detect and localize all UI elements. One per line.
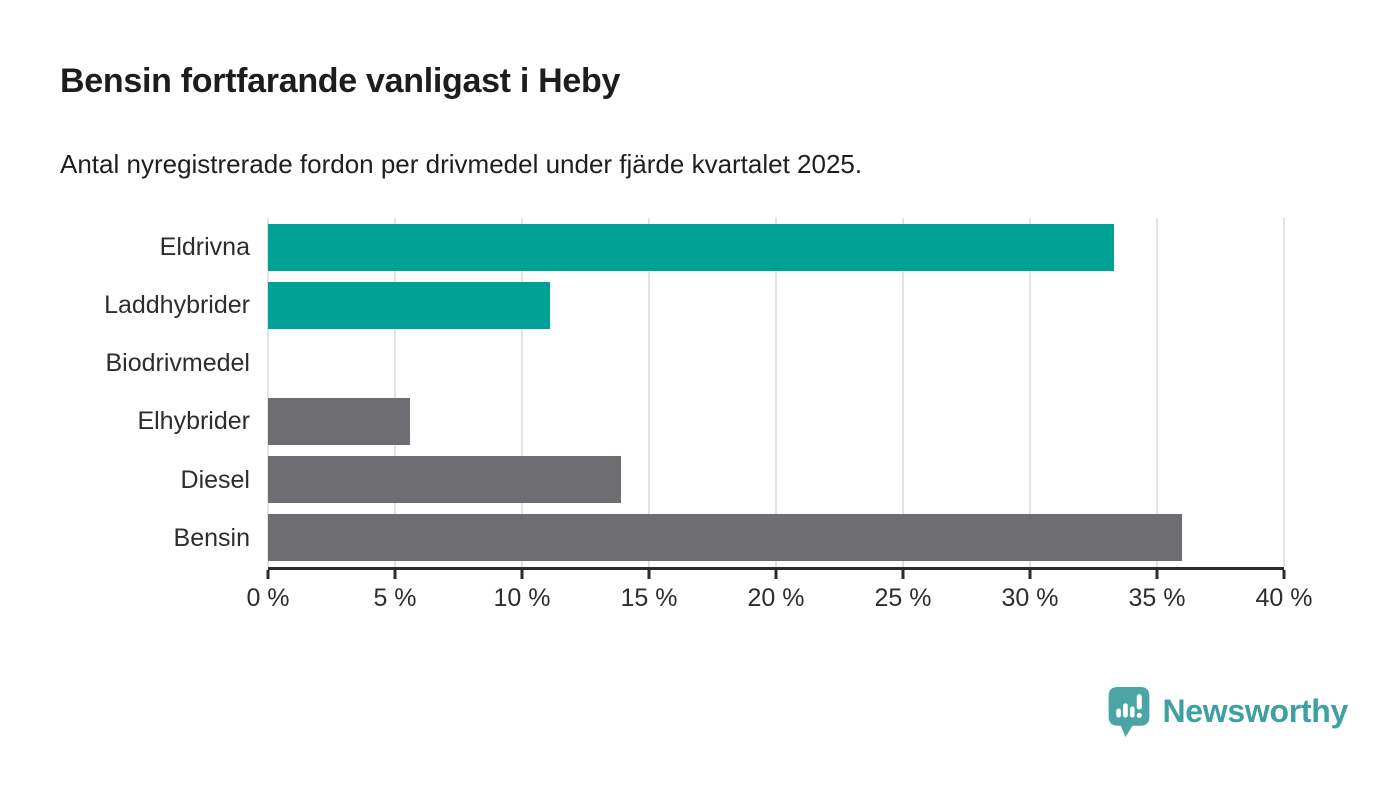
category-label: Bensin <box>173 523 250 552</box>
x-axis-tick-label: 20 % <box>747 584 805 612</box>
x-axis-tick-label: 25 % <box>874 584 932 612</box>
category-axis: Eldrivna Laddhybrider Biodrivmedel Elhybrid… <box>0 218 250 567</box>
gridline <box>267 218 269 567</box>
bar <box>268 223 1114 271</box>
bar <box>268 456 622 504</box>
category-label: Laddhybrider <box>104 291 250 320</box>
category-label: Biodrivmedel <box>105 349 250 378</box>
chart-subtitle: Antal nyregistrerade fordon per drivmede… <box>60 149 863 179</box>
bar <box>268 281 550 329</box>
x-axis-tick-label: 5 % <box>373 584 417 612</box>
gridline <box>1156 218 1158 567</box>
brand-name: Newsworthy <box>1162 693 1349 729</box>
category-label: Diesel <box>180 465 250 494</box>
category-label: Eldrivna <box>159 233 250 261</box>
x-axis-tick <box>647 570 651 579</box>
brand-footer: Newsworthy <box>1106 685 1349 738</box>
x-axis-tick <box>266 570 270 579</box>
gridline <box>648 218 650 567</box>
x-axis-tick-label: 15 % <box>620 584 678 612</box>
x-axis-tick-label: 40 % <box>1255 584 1313 612</box>
gridline <box>1283 218 1285 567</box>
bar <box>268 398 411 446</box>
x-axis-tick <box>901 570 905 579</box>
x-axis-tick <box>1282 570 1286 579</box>
gridline <box>521 218 523 567</box>
chart-title: Bensin fortfarande vanligast i Heby <box>60 62 621 100</box>
x-axis-tick <box>393 570 397 579</box>
gridline <box>1029 218 1031 567</box>
x-axis-tick <box>520 570 524 579</box>
gridline <box>775 218 777 567</box>
x-axis-tick <box>774 570 778 579</box>
x-axis-tick-label: 0 % <box>246 584 290 612</box>
category-label: Elhybrider <box>137 407 250 436</box>
x-axis-tick <box>1028 570 1032 579</box>
gridline <box>394 218 396 567</box>
bar <box>268 514 1183 562</box>
x-axis-tick-label: 10 % <box>493 584 551 612</box>
x-axis-tick <box>1155 570 1159 579</box>
plot-area: 0 % 5 % 10 % 15 % 20 % 25 % 30 % 35 % 40 % <box>246 218 1312 612</box>
bar-chart: Eldrivna Laddhybrider Biodrivmedel Elhybrid… <box>0 218 1400 638</box>
x-axis-tick-label: 30 % <box>1001 584 1059 612</box>
newsworthy-logo-icon <box>1108 687 1149 737</box>
x-axis-tick-label: 35 % <box>1128 584 1186 612</box>
gridline <box>902 218 904 567</box>
